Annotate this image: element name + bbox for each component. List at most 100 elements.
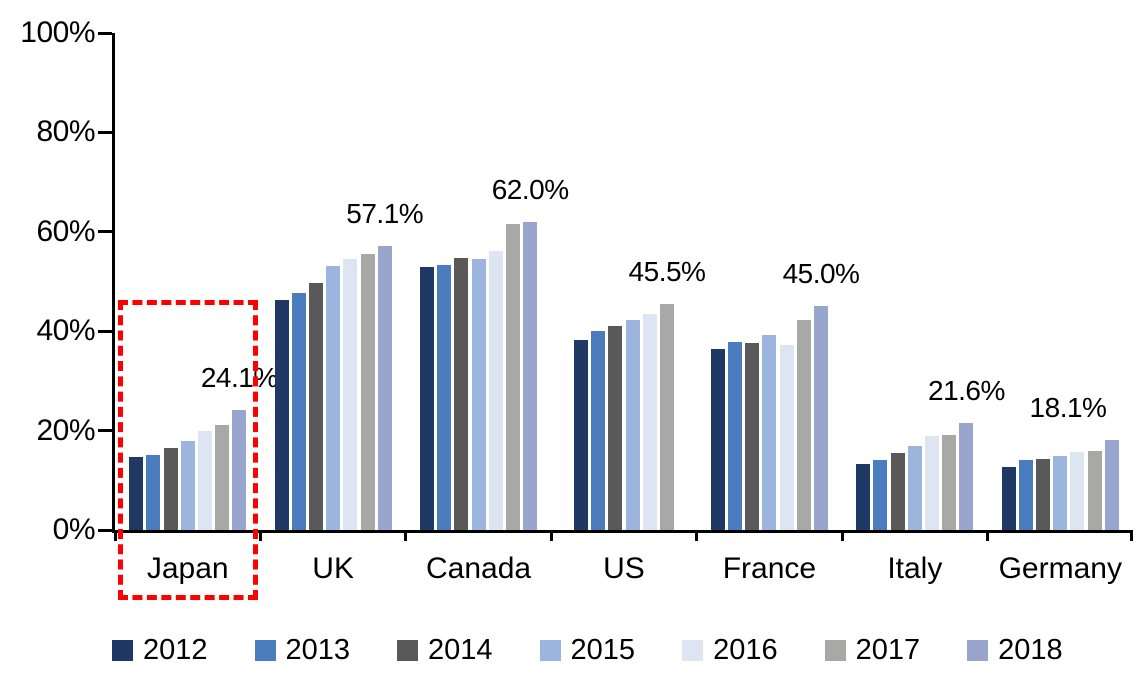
category-label-japan: Japan bbox=[146, 552, 229, 585]
bar-uk-2016 bbox=[343, 258, 358, 530]
bar-uk-2018 bbox=[377, 246, 392, 530]
bar-france-2017 bbox=[796, 319, 811, 530]
data-label-uk: 57.1% bbox=[346, 198, 424, 230]
legend-label-2018: 2018 bbox=[998, 634, 1063, 666]
legend-item-2015: 2015 bbox=[539, 634, 636, 666]
category-label-canada: Canada bbox=[426, 552, 532, 585]
legend-item-2016: 2016 bbox=[682, 634, 778, 666]
bar-uk-2014 bbox=[308, 282, 323, 530]
y-axis-tick-label: 80% bbox=[36, 115, 95, 149]
y-axis-tick-label: 60% bbox=[36, 214, 95, 248]
category-label-italy: Italy bbox=[887, 552, 943, 585]
bar-france-2013 bbox=[728, 342, 743, 530]
bar-germany-2018 bbox=[1104, 440, 1119, 530]
bar-japan-2014 bbox=[163, 448, 178, 530]
y-axis-tick bbox=[98, 429, 112, 433]
legend-swatch-2012 bbox=[112, 639, 133, 661]
bar-canada-2016 bbox=[488, 251, 503, 530]
bar-japan-2016 bbox=[197, 430, 212, 530]
legend-swatch-2017 bbox=[824, 639, 846, 661]
legend-swatch-2013 bbox=[254, 639, 276, 661]
bar-us-2016 bbox=[642, 313, 657, 530]
bar-germany-2014 bbox=[1036, 458, 1051, 530]
bar-us-2012 bbox=[574, 340, 588, 530]
legend-label-2017: 2017 bbox=[855, 634, 921, 666]
y-axis-tick-label: 40% bbox=[36, 314, 95, 348]
legend-item-2013: 2013 bbox=[254, 634, 351, 666]
plot-area: 0% 20% 40% 60% 80% 100% Japan 24.1% UK 57.1% Canad… bbox=[20, 16, 1133, 600]
bar-italy-2015 bbox=[907, 446, 922, 530]
bar-germany-2015 bbox=[1053, 456, 1068, 530]
data-label-germany: 18.1% bbox=[1029, 392, 1107, 424]
y-axis-tick-label: 20% bbox=[36, 413, 95, 447]
x-axis-tick bbox=[258, 530, 262, 541]
bar-italy-2016 bbox=[925, 436, 940, 530]
bar-uk-2017 bbox=[360, 253, 375, 530]
bar-us-2014 bbox=[608, 325, 623, 530]
legend-swatch-2014 bbox=[397, 639, 419, 661]
bar-france-2016 bbox=[779, 344, 794, 530]
category-label-us: US bbox=[603, 552, 645, 585]
bar-france-2015 bbox=[762, 335, 777, 530]
y-axis-tick bbox=[98, 528, 112, 532]
x-axis-tick bbox=[113, 530, 117, 541]
bar-japan-2015 bbox=[180, 441, 195, 530]
bar-uk-2012 bbox=[274, 300, 289, 530]
x-axis-tick bbox=[986, 530, 990, 541]
y-axis-tick bbox=[98, 31, 112, 35]
y-axis-tick bbox=[98, 230, 112, 234]
x-axis-tick bbox=[404, 530, 408, 541]
bar-italy-2017 bbox=[942, 435, 957, 530]
legend-label-2013: 2013 bbox=[285, 634, 351, 666]
bar-germany-2013 bbox=[1018, 460, 1033, 530]
bar-italy-2013 bbox=[873, 459, 888, 530]
bar-japan-2013 bbox=[146, 455, 161, 530]
y-axis-tick-label: 100% bbox=[20, 16, 95, 49]
bar-uk-2013 bbox=[291, 292, 306, 530]
y-axis-tick-label: 0% bbox=[52, 513, 96, 546]
bar-us-2013 bbox=[591, 331, 606, 530]
data-label-france: 45.0% bbox=[782, 258, 860, 290]
legend-item-2018: 2018 bbox=[967, 634, 1063, 666]
bar-japan-2012 bbox=[129, 456, 144, 530]
legend-label-2015: 2015 bbox=[570, 634, 636, 666]
bar-uk-2015 bbox=[326, 266, 341, 530]
legend-label-2016: 2016 bbox=[713, 634, 778, 666]
legend-item-2014: 2014 bbox=[397, 634, 493, 666]
legend: 2012 2013 2014 2015 2016 2017 2018 bbox=[112, 634, 1063, 666]
bar-germany-2016 bbox=[1070, 452, 1085, 530]
x-axis-tick bbox=[695, 530, 699, 541]
x-axis-tick bbox=[1130, 530, 1133, 541]
legend-label-2012: 2012 bbox=[143, 634, 208, 666]
category-label-france: France bbox=[722, 552, 817, 585]
data-label-us: 45.5% bbox=[628, 255, 706, 287]
bar-canada-2015 bbox=[471, 258, 486, 530]
bar-us-2017 bbox=[660, 303, 674, 530]
bar-japan-2018 bbox=[232, 410, 247, 530]
bar-germany-2012 bbox=[1001, 467, 1016, 530]
bar-canada-2012 bbox=[419, 266, 434, 530]
bar-italy-2014 bbox=[890, 452, 905, 530]
data-label-italy: 21.6% bbox=[928, 374, 1005, 406]
legend-item-2017: 2017 bbox=[824, 634, 921, 666]
bar-canada-2013 bbox=[437, 265, 452, 530]
data-label-canada: 62.0% bbox=[491, 173, 569, 205]
legend-swatch-2015 bbox=[539, 639, 561, 661]
y-axis-tick bbox=[98, 130, 112, 134]
bar-france-2014 bbox=[745, 343, 760, 530]
bar-us-2015 bbox=[625, 320, 640, 530]
bar-italy-2012 bbox=[856, 464, 871, 530]
bar-canada-2018 bbox=[523, 221, 538, 530]
legend-swatch-2018 bbox=[967, 639, 989, 661]
category-label-uk: UK bbox=[312, 552, 354, 585]
bar-france-2018 bbox=[814, 306, 829, 530]
bar-japan-2017 bbox=[215, 425, 230, 530]
bar-france-2012 bbox=[710, 348, 725, 530]
bar-canada-2017 bbox=[505, 223, 520, 530]
bar-italy-2018 bbox=[959, 422, 974, 530]
category-label-germany: Germany bbox=[998, 552, 1122, 585]
bar-germany-2017 bbox=[1087, 450, 1102, 530]
data-label-japan: 24.1% bbox=[200, 362, 278, 394]
y-axis-tick bbox=[98, 329, 112, 333]
